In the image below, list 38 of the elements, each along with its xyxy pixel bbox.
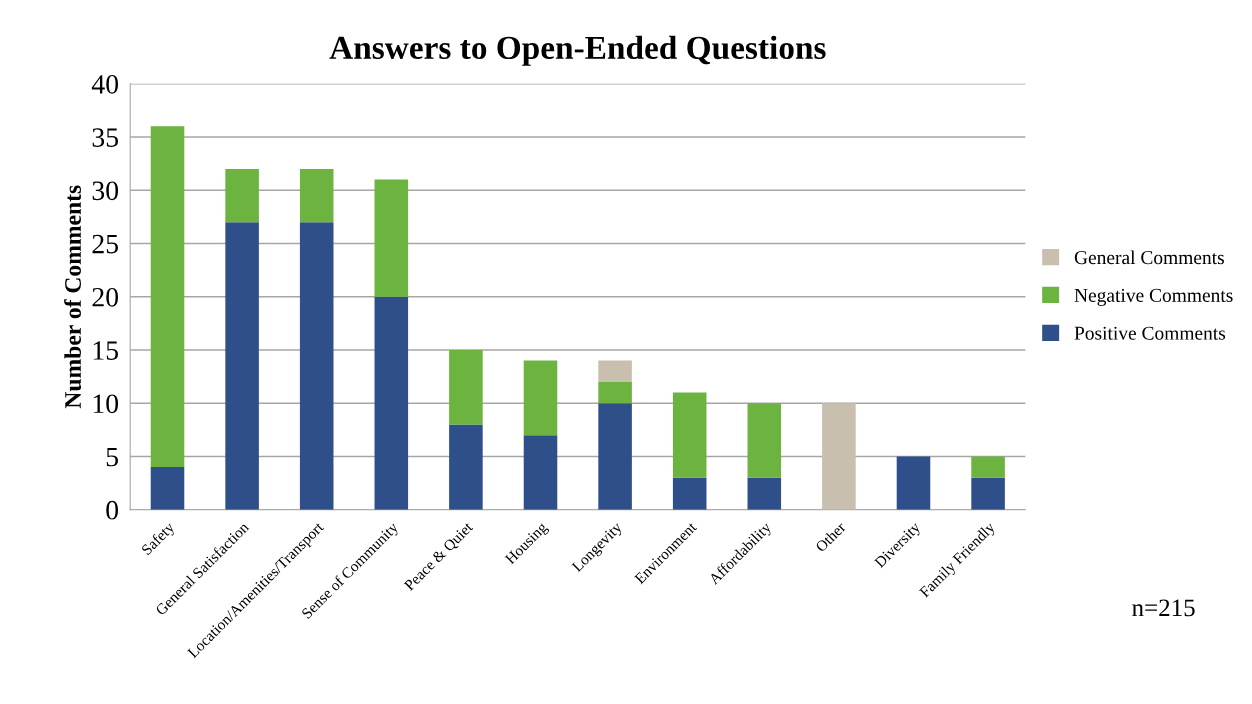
y-tick-label: 10: [93, 394, 119, 414]
bar: [150, 126, 185, 468]
legend-label: Negative Comments: [1074, 288, 1233, 306]
bar: [747, 477, 782, 510]
bar: [225, 222, 259, 510]
y-tick-label: 25: [92, 234, 119, 254]
y-tick-label: 0: [106, 500, 119, 520]
bar: [672, 392, 707, 478]
bar: [449, 349, 483, 425]
bar: [747, 403, 782, 478]
bar: [523, 435, 558, 510]
bar: [971, 456, 1005, 478]
y-tick-label: 20: [92, 287, 119, 307]
bar: [225, 168, 259, 223]
bar: [449, 424, 483, 510]
bar: [374, 179, 409, 297]
bar: [598, 381, 632, 404]
bar: [971, 477, 1005, 510]
text: n=215: [1132, 599, 1195, 617]
bar: [299, 222, 334, 510]
chart-title: Answers to Open-Ended Questions: [329, 35, 826, 66]
bar: [299, 168, 334, 223]
bar: [150, 467, 185, 510]
legend-label: General Comments: [1074, 250, 1224, 265]
y-tick-label: 40: [91, 74, 119, 94]
bar: [672, 477, 707, 510]
y-axis-title: Number of Comments: [64, 185, 82, 409]
y-tick-label: 5: [106, 447, 119, 467]
bar: [523, 360, 558, 436]
bar: [374, 296, 409, 510]
y-tick-label: 30: [92, 181, 119, 201]
y-tick-label: 35: [92, 128, 119, 147]
legend-label: Positive Comments: [1074, 326, 1226, 340]
bar: [896, 456, 931, 510]
y-tick-label: 15: [93, 341, 119, 360]
bar: [822, 403, 856, 510]
bar: [598, 360, 632, 382]
bar: [598, 403, 632, 510]
